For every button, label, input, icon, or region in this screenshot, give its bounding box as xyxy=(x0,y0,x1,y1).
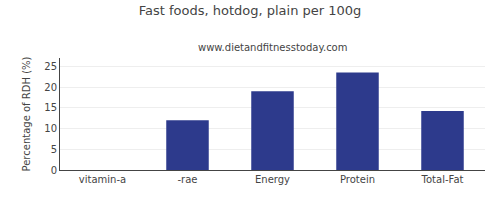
svg-text:5: 5 xyxy=(51,144,57,155)
svg-text:www.dietandfitnesstoday.com: www.dietandfitnesstoday.com xyxy=(198,42,347,53)
svg-text:15: 15 xyxy=(44,102,57,113)
svg-text:Protein: Protein xyxy=(340,174,375,185)
svg-text:Total-Fat: Total-Fat xyxy=(421,174,464,185)
svg-text:Fast foods, hotdog, plain per: Fast foods, hotdog, plain per 100g xyxy=(139,3,362,18)
svg-text:Energy: Energy xyxy=(255,174,290,185)
svg-text:vitamin-a: vitamin-a xyxy=(79,174,126,185)
svg-text:25: 25 xyxy=(44,61,57,72)
svg-text:0: 0 xyxy=(51,165,57,176)
svg-text:Percentage of RDH (%): Percentage of RDH (%) xyxy=(21,56,32,171)
svg-text:20: 20 xyxy=(44,82,57,93)
svg-text:10: 10 xyxy=(44,123,57,134)
svg-text:-rae: -rae xyxy=(178,174,198,185)
